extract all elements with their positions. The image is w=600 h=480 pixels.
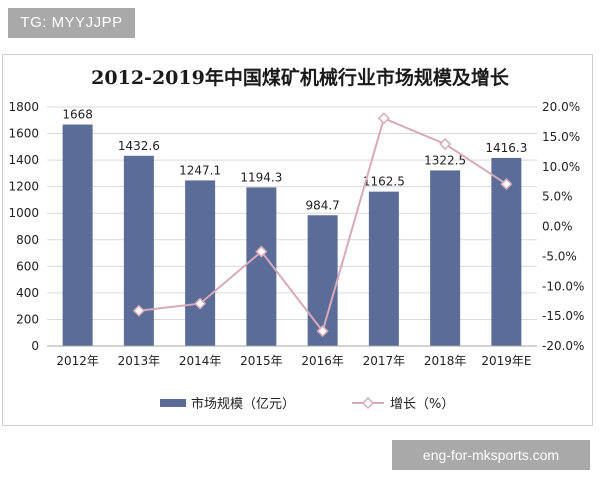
y-left-tick-label: 1600 xyxy=(8,127,39,141)
x-tick-label: 2019年E xyxy=(481,354,531,368)
bar-data-label: 1322.5 xyxy=(424,153,466,167)
y-left-tick-label: 1000 xyxy=(8,206,39,220)
growth-point xyxy=(194,297,207,310)
y-right-tick-label: -5.0% xyxy=(542,249,577,263)
bar-line-chart: 2012-2019年中国煤矿机械行业市场规模及增长 1668 1432.6 1247… xyxy=(2,54,593,426)
bar xyxy=(430,170,461,346)
bar xyxy=(185,180,216,346)
growth-point xyxy=(255,245,268,258)
bar xyxy=(368,191,399,346)
growth-point xyxy=(316,325,329,338)
y-left-tick-label: 200 xyxy=(16,312,39,326)
y-right-tick-label: 0.0% xyxy=(542,220,573,234)
y-left-tick-label: 0 xyxy=(31,339,39,353)
bar xyxy=(246,187,277,346)
y-right-tick-label: -10.0% xyxy=(542,279,584,293)
y-right-tick-label: 5.0% xyxy=(542,190,573,204)
bar-data-label: 1668 xyxy=(62,108,93,122)
y-right-tick-label: 10.0% xyxy=(542,160,580,174)
y-left-tick-label: 1400 xyxy=(8,153,39,167)
y-right-tick-label: 15.0% xyxy=(542,130,580,144)
legend: 市场规模（亿元） 增长（%） xyxy=(160,396,454,412)
y-left-tick-label: 600 xyxy=(16,259,39,273)
chart-frame xyxy=(2,54,593,426)
watermark-top: TG: MYYJJPP xyxy=(8,8,135,38)
bar-series: 1668 1432.6 1247.1 1194.3 984.7 1162.5 1322.5 1… xyxy=(62,108,527,346)
growth-point xyxy=(132,304,145,317)
chart-title: 2012-2019年中国煤矿机械行业市场规模及增长 xyxy=(91,66,510,89)
x-tick-label: 2013年 xyxy=(118,354,161,368)
legend-line-label: 增长（%） xyxy=(390,397,454,412)
bar xyxy=(123,155,154,346)
x-tick-label: 2012年 xyxy=(56,354,99,368)
bar-data-label: 1416.3 xyxy=(485,141,527,155)
growth-point xyxy=(439,137,452,151)
bar xyxy=(307,215,338,346)
x-tick-label: 2016年 xyxy=(301,354,344,368)
legend-line-marker xyxy=(361,396,375,410)
growth-point xyxy=(500,178,513,191)
bar-data-label: 1162.5 xyxy=(363,175,405,189)
x-tick-label: 2014年 xyxy=(179,354,222,368)
legend-bar-swatch xyxy=(160,399,186,407)
x-tick-label: 2017年 xyxy=(363,354,406,368)
y-left-tick-label: 800 xyxy=(16,233,39,247)
line-series xyxy=(132,112,513,338)
y-left-tick-label: 400 xyxy=(16,286,39,300)
bar xyxy=(62,124,93,346)
bar-data-label: 1194.3 xyxy=(240,170,282,184)
legend-bar-label: 市场规模（亿元） xyxy=(191,396,295,412)
y-left-tick-label: 1800 xyxy=(8,100,39,114)
x-tick-label: 2015年 xyxy=(240,354,283,368)
x-tick-label: 2018年 xyxy=(424,354,467,368)
watermark-bottom: eng-for-mksports.com xyxy=(392,440,590,470)
bar-data-label: 984.7 xyxy=(305,198,339,212)
axes: 0 200 400 600 800 1000 1200 1400 1600 1800 -20.0% -… xyxy=(8,100,584,368)
y-right-tick-label: 20.0% xyxy=(542,100,580,114)
y-right-tick-label: -15.0% xyxy=(542,309,584,323)
bar-data-label: 1247.1 xyxy=(179,163,221,177)
y-left-tick-label: 1200 xyxy=(8,180,39,194)
growth-point xyxy=(377,112,390,125)
y-right-tick-label: -20.0% xyxy=(542,339,584,353)
bar-data-label: 1432.6 xyxy=(118,139,160,153)
